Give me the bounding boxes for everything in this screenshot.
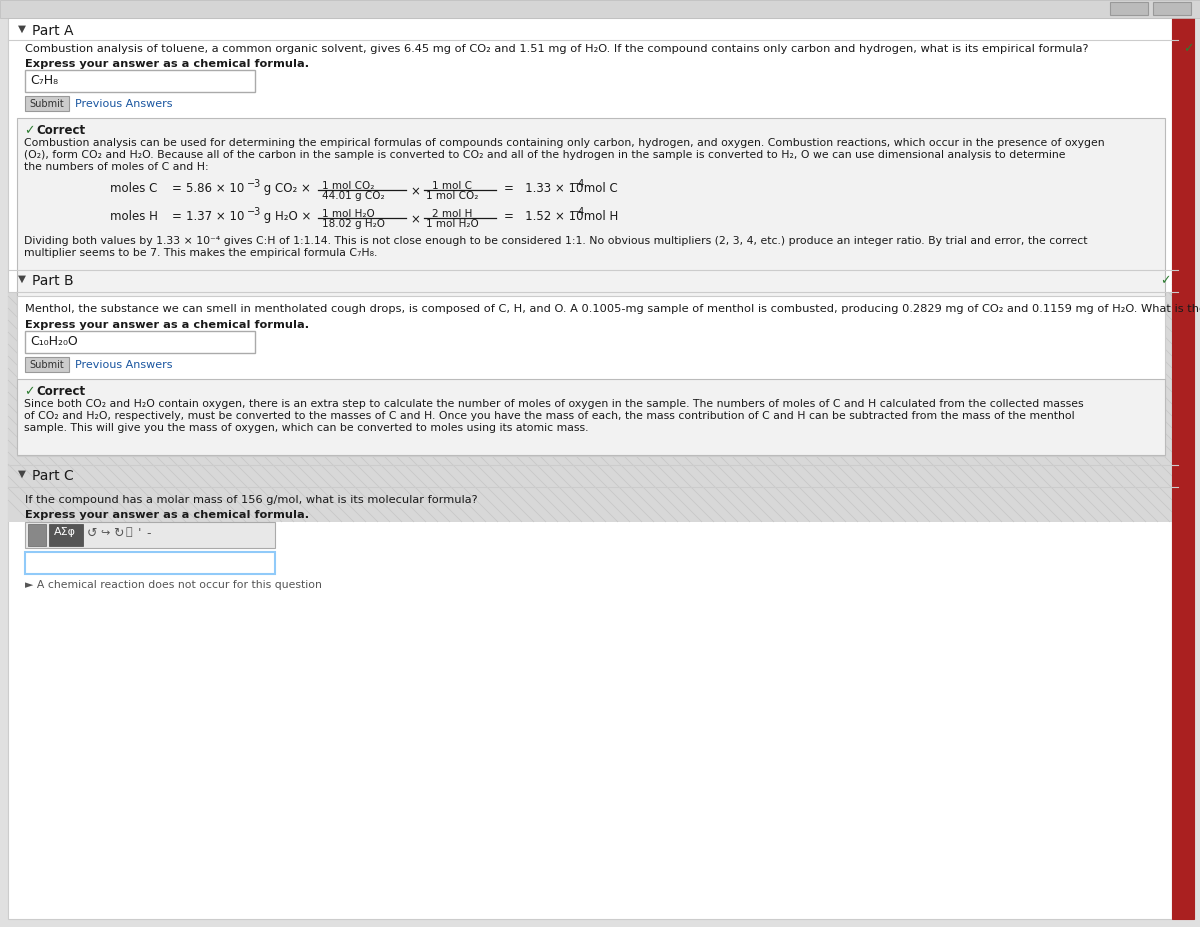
Text: AΣφ: AΣφ <box>54 527 76 537</box>
Text: 44.01 g CO₂: 44.01 g CO₂ <box>322 191 385 201</box>
Text: −3: −3 <box>247 207 262 217</box>
Bar <box>17 118 1165 313</box>
Text: 1 mol C: 1 mol C <box>432 181 472 191</box>
Bar <box>28 524 46 546</box>
Text: If the compound has a molar mass of 156 g/mol, what is its molecular formula?: If the compound has a molar mass of 156 … <box>25 495 478 505</box>
Text: 1 mol CO₂: 1 mol CO₂ <box>426 191 479 201</box>
Text: 1.37 × 10: 1.37 × 10 <box>186 210 245 223</box>
Text: Part A: Part A <box>32 24 73 38</box>
Bar <box>25 331 256 353</box>
Text: C₇H₈: C₇H₈ <box>30 74 58 87</box>
Text: ✓: ✓ <box>1160 274 1170 287</box>
Text: ▼: ▼ <box>18 274 26 284</box>
Text: Express your answer as a chemical formula.: Express your answer as a chemical formul… <box>25 510 310 520</box>
Text: ⎈: ⎈ <box>125 527 132 537</box>
Text: =   1.52 × 10: = 1.52 × 10 <box>504 210 583 223</box>
Bar <box>0 0 1200 18</box>
Text: ×: × <box>410 185 420 198</box>
Bar <box>8 292 1172 522</box>
Text: Correct: Correct <box>36 385 85 398</box>
Text: (O₂), form CO₂ and H₂O. Because all of the carbon in the sample is converted to : (O₂), form CO₂ and H₂O. Because all of t… <box>24 150 1066 160</box>
Text: Part B: Part B <box>32 274 73 288</box>
Text: ✓: ✓ <box>24 385 35 398</box>
Bar <box>25 522 275 548</box>
Bar <box>25 70 256 92</box>
Text: Dividing both values by 1.33 × 10⁻⁴ gives C:H of 1:1.14. This is not close enoug: Dividing both values by 1.33 × 10⁻⁴ give… <box>24 236 1087 246</box>
Bar <box>49 524 83 546</box>
Text: −4: −4 <box>571 179 586 189</box>
Text: -: - <box>146 527 150 540</box>
Text: ▼: ▼ <box>18 469 26 479</box>
Text: Correct: Correct <box>36 124 85 137</box>
Text: 18.02 g H₂O: 18.02 g H₂O <box>322 219 385 229</box>
Text: C₁₀H₂₀O: C₁₀H₂₀O <box>30 335 78 348</box>
Text: sample. This will give you the mass of oxygen, which can be converted to moles u: sample. This will give you the mass of o… <box>24 423 588 433</box>
Text: Express your answer as a chemical formula.: Express your answer as a chemical formul… <box>25 59 310 69</box>
Text: g CO₂ ×: g CO₂ × <box>260 182 311 195</box>
Text: Part C: Part C <box>32 469 73 483</box>
Text: Previous Answers: Previous Answers <box>74 99 173 109</box>
Text: ↻: ↻ <box>113 527 124 540</box>
Text: moles H: moles H <box>110 210 158 223</box>
Text: 1 mol H₂O: 1 mol H₂O <box>322 209 374 219</box>
Text: 2 mol H: 2 mol H <box>432 209 473 219</box>
Text: Combustion analysis can be used for determining the empirical formulas of compou: Combustion analysis can be used for dete… <box>24 138 1105 148</box>
Text: multiplier seems to be 7. This makes the empirical formula C₇H₈.: multiplier seems to be 7. This makes the… <box>24 248 377 258</box>
Text: Combustion analysis of toluene, a common organic solvent, gives 6.45 mg of CO₂ a: Combustion analysis of toluene, a common… <box>25 44 1088 54</box>
Text: Submit: Submit <box>30 99 65 109</box>
Text: the numbers of moles of C and H:: the numbers of moles of C and H: <box>24 162 209 172</box>
Text: ': ' <box>138 527 142 540</box>
Text: −3: −3 <box>247 179 262 189</box>
Bar <box>17 379 1165 455</box>
Text: =   1.33 × 10: = 1.33 × 10 <box>504 182 583 195</box>
Bar <box>1172 18 1194 919</box>
Text: ✓: ✓ <box>1183 42 1194 55</box>
Text: ► A chemical reaction does not occur for this question: ► A chemical reaction does not occur for… <box>25 580 322 590</box>
Text: =: = <box>172 210 182 223</box>
Text: =: = <box>172 182 182 195</box>
Text: of CO₂ and H₂O, respectively, must be converted to the masses of C and H. Once y: of CO₂ and H₂O, respectively, must be co… <box>24 411 1075 421</box>
Bar <box>1153 2 1190 15</box>
Text: Express your answer as a chemical formula.: Express your answer as a chemical formul… <box>25 320 310 330</box>
Text: mol H: mol H <box>580 210 618 223</box>
Text: mol C: mol C <box>580 182 618 195</box>
Text: ✓: ✓ <box>24 124 35 137</box>
Text: 1 mol H₂O: 1 mol H₂O <box>426 219 479 229</box>
Bar <box>25 96 70 111</box>
Bar <box>17 296 1165 456</box>
Text: moles C: moles C <box>110 182 157 195</box>
Bar <box>25 552 275 574</box>
Text: 1 mol CO₂: 1 mol CO₂ <box>322 181 374 191</box>
Bar <box>25 357 70 372</box>
Text: ↪: ↪ <box>100 527 109 537</box>
Text: Since both CO₂ and H₂O contain oxygen, there is an extra step to calculate the n: Since both CO₂ and H₂O contain oxygen, t… <box>24 399 1084 409</box>
Bar <box>1110 2 1148 15</box>
Text: Submit: Submit <box>30 360 65 370</box>
Text: ↺: ↺ <box>88 527 97 540</box>
Text: ×: × <box>410 213 420 226</box>
Text: Previous Answers: Previous Answers <box>74 360 173 370</box>
Text: g H₂O ×: g H₂O × <box>260 210 311 223</box>
Text: Menthol, the substance we can smell in mentholated cough drops, is composed of C: Menthol, the substance we can smell in m… <box>25 304 1200 314</box>
Text: 5.86 × 10: 5.86 × 10 <box>186 182 245 195</box>
Text: ▼: ▼ <box>18 24 26 34</box>
Text: −4: −4 <box>571 207 586 217</box>
